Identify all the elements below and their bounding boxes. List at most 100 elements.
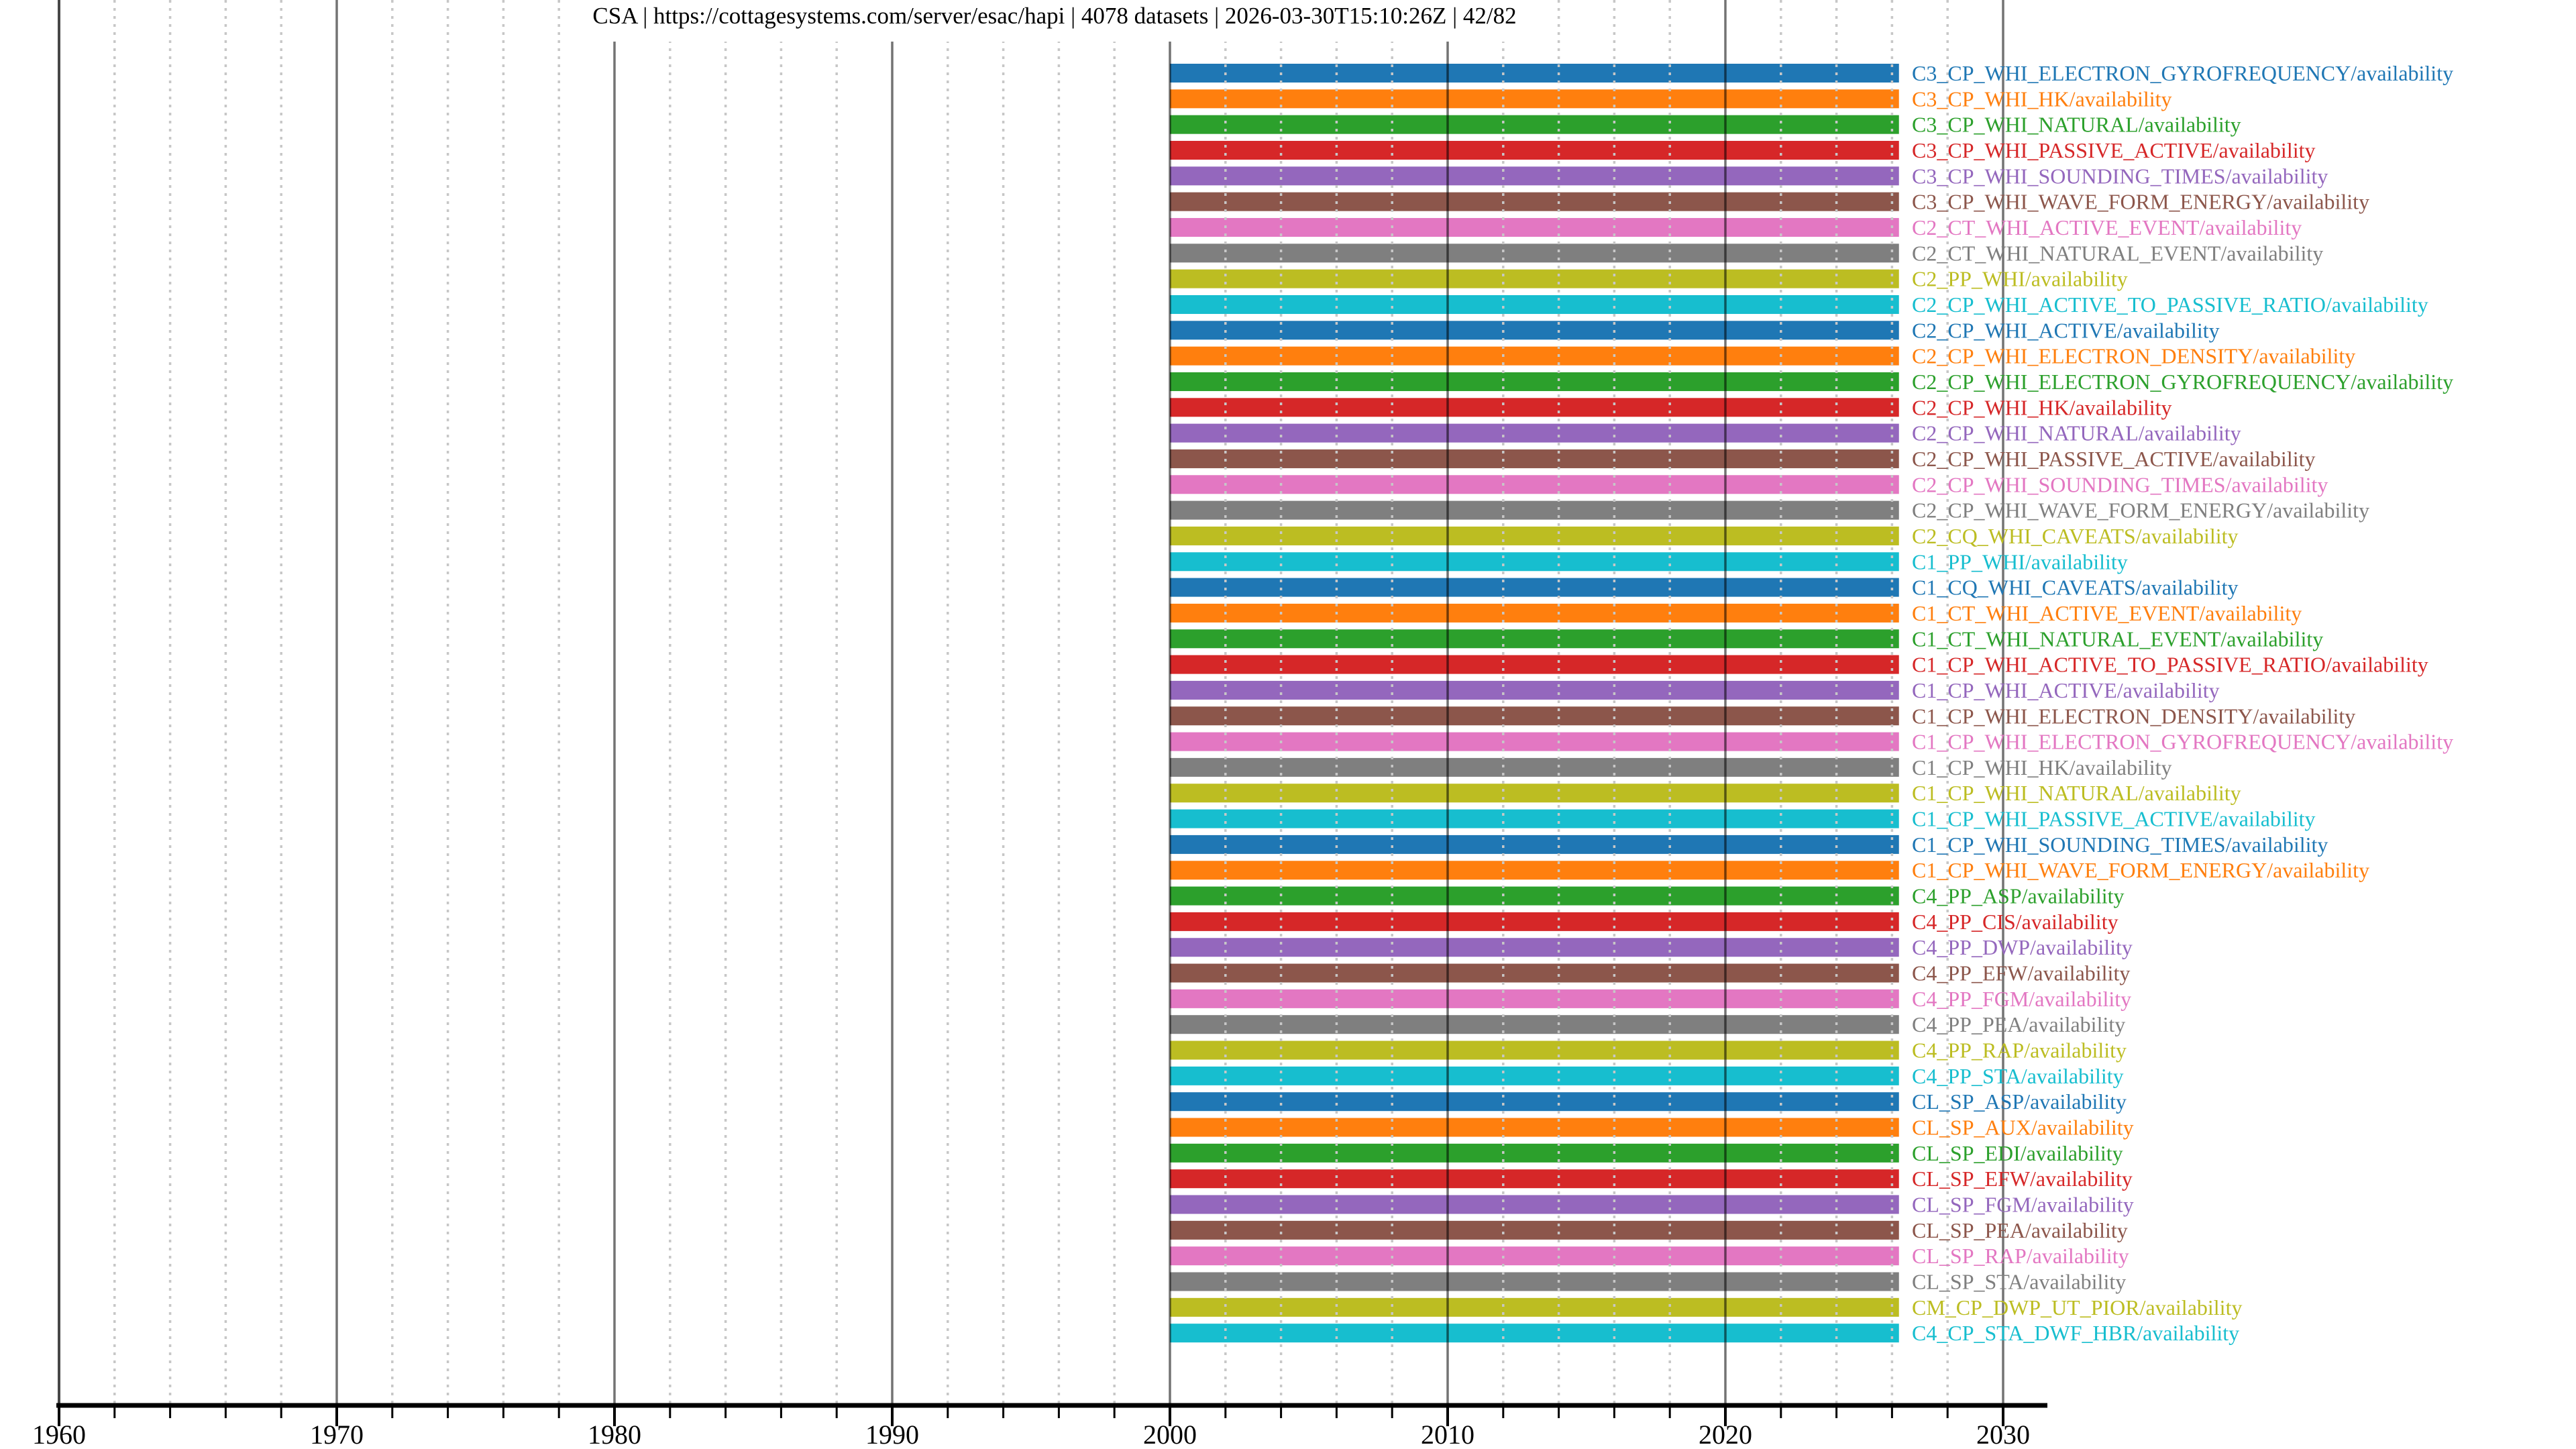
availability-bar bbox=[1170, 423, 1899, 443]
availability-bar bbox=[1170, 475, 1899, 494]
row-label: C2_CP_WHI_NATURAL/availability bbox=[1912, 421, 2241, 445]
row-label: CL_SP_ASP/availability bbox=[1912, 1089, 2127, 1114]
row-label: C4_PP_RAP/availability bbox=[1912, 1038, 2127, 1063]
availability-bar bbox=[1170, 1169, 1899, 1189]
row-label: C4_PP_CIS/availability bbox=[1912, 910, 2118, 934]
availability-bar bbox=[1170, 526, 1899, 545]
availability-bar bbox=[1170, 552, 1899, 572]
availability-bar bbox=[1170, 578, 1899, 597]
availability-bar bbox=[1170, 809, 1899, 828]
availability-bar bbox=[1170, 321, 1899, 340]
x-tick-label: 2010 bbox=[1421, 1419, 1474, 1449]
x-tick-label: 2020 bbox=[1699, 1419, 1752, 1449]
availability-bar bbox=[1170, 835, 1899, 854]
row-label: C1_CP_WHI_NATURAL/availability bbox=[1912, 781, 2241, 805]
availability-bar bbox=[1170, 346, 1899, 366]
row-label: C2_CP_WHI_SOUNDING_TIMES/availability bbox=[1912, 472, 2328, 496]
row-label: C2_CQ_WHI_CAVEATS/availability bbox=[1912, 524, 2239, 548]
x-tick-label: 1980 bbox=[588, 1419, 641, 1449]
availability-bar bbox=[1170, 603, 1899, 623]
availability-bar bbox=[1170, 1118, 1899, 1137]
x-tick-label: 2030 bbox=[1976, 1419, 2030, 1449]
row-label: C2_CT_WHI_NATURAL_EVENT/availability bbox=[1912, 241, 2323, 265]
availability-bar bbox=[1170, 192, 1899, 211]
availability-bar bbox=[1170, 912, 1899, 931]
availability-bar bbox=[1170, 732, 1899, 751]
row-label: C1_CP_WHI_ACTIVE_TO_PASSIVE_RATIO/availa… bbox=[1912, 653, 2428, 677]
row-label: C2_CP_WHI_ACTIVE/availability bbox=[1912, 318, 2220, 342]
x-axis-line bbox=[56, 1403, 2047, 1408]
availability-bar bbox=[1170, 140, 1899, 160]
row-labels-layer: C3_CP_WHI_ELECTRON_GYROFREQUENCY/availab… bbox=[1912, 61, 2453, 1345]
gridlines-layer bbox=[58, 0, 2004, 1403]
row-label: C1_CQ_WHI_CAVEATS/availability bbox=[1912, 576, 2239, 600]
availability-bar bbox=[1170, 1324, 1899, 1343]
row-label: CM_CP_DWP_UT_PIOR/availability bbox=[1912, 1295, 2242, 1320]
row-label: C1_CP_WHI_ACTIVE/availability bbox=[1912, 678, 2220, 702]
availability-bar bbox=[1170, 1040, 1899, 1060]
availability-bar bbox=[1170, 1092, 1899, 1112]
availability-bar bbox=[1170, 449, 1899, 468]
availability-bar bbox=[1170, 655, 1899, 674]
availability-bar bbox=[1170, 500, 1899, 520]
availability-bar bbox=[1170, 166, 1899, 186]
availability-bar bbox=[1170, 680, 1899, 700]
row-label: CL_SP_EDI/availability bbox=[1912, 1141, 2123, 1165]
row-label: C3_CP_WHI_ELECTRON_GYROFREQUENCY/availab… bbox=[1912, 61, 2453, 85]
availability-bar bbox=[1170, 398, 1899, 417]
row-label: C4_PP_PEA/availability bbox=[1912, 1012, 2125, 1036]
availability-bar bbox=[1170, 1066, 1899, 1085]
row-label: CL_SP_RAP/availability bbox=[1912, 1244, 2129, 1268]
availability-bar bbox=[1170, 64, 1899, 83]
availability-bar bbox=[1170, 269, 1899, 288]
availability-bar bbox=[1170, 989, 1899, 1008]
row-label: C2_CP_WHI_ELECTRON_DENSITY/availability bbox=[1912, 344, 2355, 368]
availability-bar bbox=[1170, 372, 1899, 391]
availability-bar bbox=[1170, 1246, 1899, 1266]
availability-bar bbox=[1170, 861, 1899, 880]
availability-bar bbox=[1170, 1195, 1899, 1214]
availability-bar bbox=[1170, 1220, 1899, 1240]
row-label: C2_CP_WHI_WAVE_FORM_ENERGY/availability bbox=[1912, 498, 2369, 523]
availability-bar bbox=[1170, 963, 1899, 983]
row-label: C4_PP_ASP/availability bbox=[1912, 884, 2124, 908]
row-label: C1_CP_WHI_ELECTRON_DENSITY/availability bbox=[1912, 704, 2355, 728]
row-label: C2_CP_WHI_ELECTRON_GYROFREQUENCY/availab… bbox=[1912, 370, 2453, 394]
row-label: C1_CP_WHI_PASSIVE_ACTIVE/availability bbox=[1912, 807, 2315, 831]
chart-title: CSA | https://cottagesystems.com/server/… bbox=[580, 0, 1529, 42]
availability-bar bbox=[1170, 629, 1899, 649]
availability-bar bbox=[1170, 784, 1899, 803]
row-label: C4_PP_FGM/availability bbox=[1912, 987, 2131, 1011]
availability-bar bbox=[1170, 217, 1899, 237]
row-label: C1_PP_WHI/availability bbox=[1912, 549, 2128, 574]
x-axis-layer: 1960 1970 1980 1990 2000 2010 2020 2030 bbox=[32, 1403, 2047, 1449]
row-label: CL_SP_STA/availability bbox=[1912, 1270, 2126, 1294]
availability-bar bbox=[1170, 244, 1899, 263]
x-tick-label: 2000 bbox=[1143, 1419, 1197, 1449]
row-label: C4_PP_STA/availability bbox=[1912, 1064, 2124, 1088]
row-label: C3_CP_WHI_PASSIVE_ACTIVE/availability bbox=[1912, 138, 2315, 162]
row-label: C1_CP_WHI_HK/availability bbox=[1912, 755, 2172, 780]
row-label: C3_CP_WHI_SOUNDING_TIMES/availability bbox=[1912, 164, 2328, 188]
availability-bar bbox=[1170, 1272, 1899, 1291]
row-label: C3_CP_WHI_WAVE_FORM_ENERGY/availability bbox=[1912, 190, 2369, 214]
row-label: C2_CP_WHI_HK/availability bbox=[1912, 395, 2172, 419]
x-tick-label: 1960 bbox=[32, 1419, 86, 1449]
row-label: C2_CT_WHI_ACTIVE_EVENT/availability bbox=[1912, 215, 2302, 239]
availability-bar bbox=[1170, 115, 1899, 134]
row-label: CL_SP_AUX/availability bbox=[1912, 1116, 2134, 1140]
x-tick-label: 1970 bbox=[310, 1419, 364, 1449]
x-tick-label: 1990 bbox=[865, 1419, 919, 1449]
row-label: CL_SP_EFW/availability bbox=[1912, 1167, 2133, 1191]
row-label: C1_CT_WHI_ACTIVE_EVENT/availability bbox=[1912, 601, 2302, 625]
row-label: C3_CP_WHI_NATURAL/availability bbox=[1912, 113, 2241, 137]
row-label: C1_CP_WHI_WAVE_FORM_ENERGY/availability bbox=[1912, 858, 2369, 882]
row-label: C2_CP_WHI_ACTIVE_TO_PASSIVE_RATIO/availa… bbox=[1912, 292, 2428, 317]
row-label: C4_PP_DWP/availability bbox=[1912, 935, 2133, 959]
row-label: CL_SP_FGM/availability bbox=[1912, 1193, 2134, 1217]
availability-bar bbox=[1170, 706, 1899, 726]
availability-bar bbox=[1170, 294, 1899, 314]
row-label: CL_SP_PEA/availability bbox=[1912, 1218, 2128, 1242]
